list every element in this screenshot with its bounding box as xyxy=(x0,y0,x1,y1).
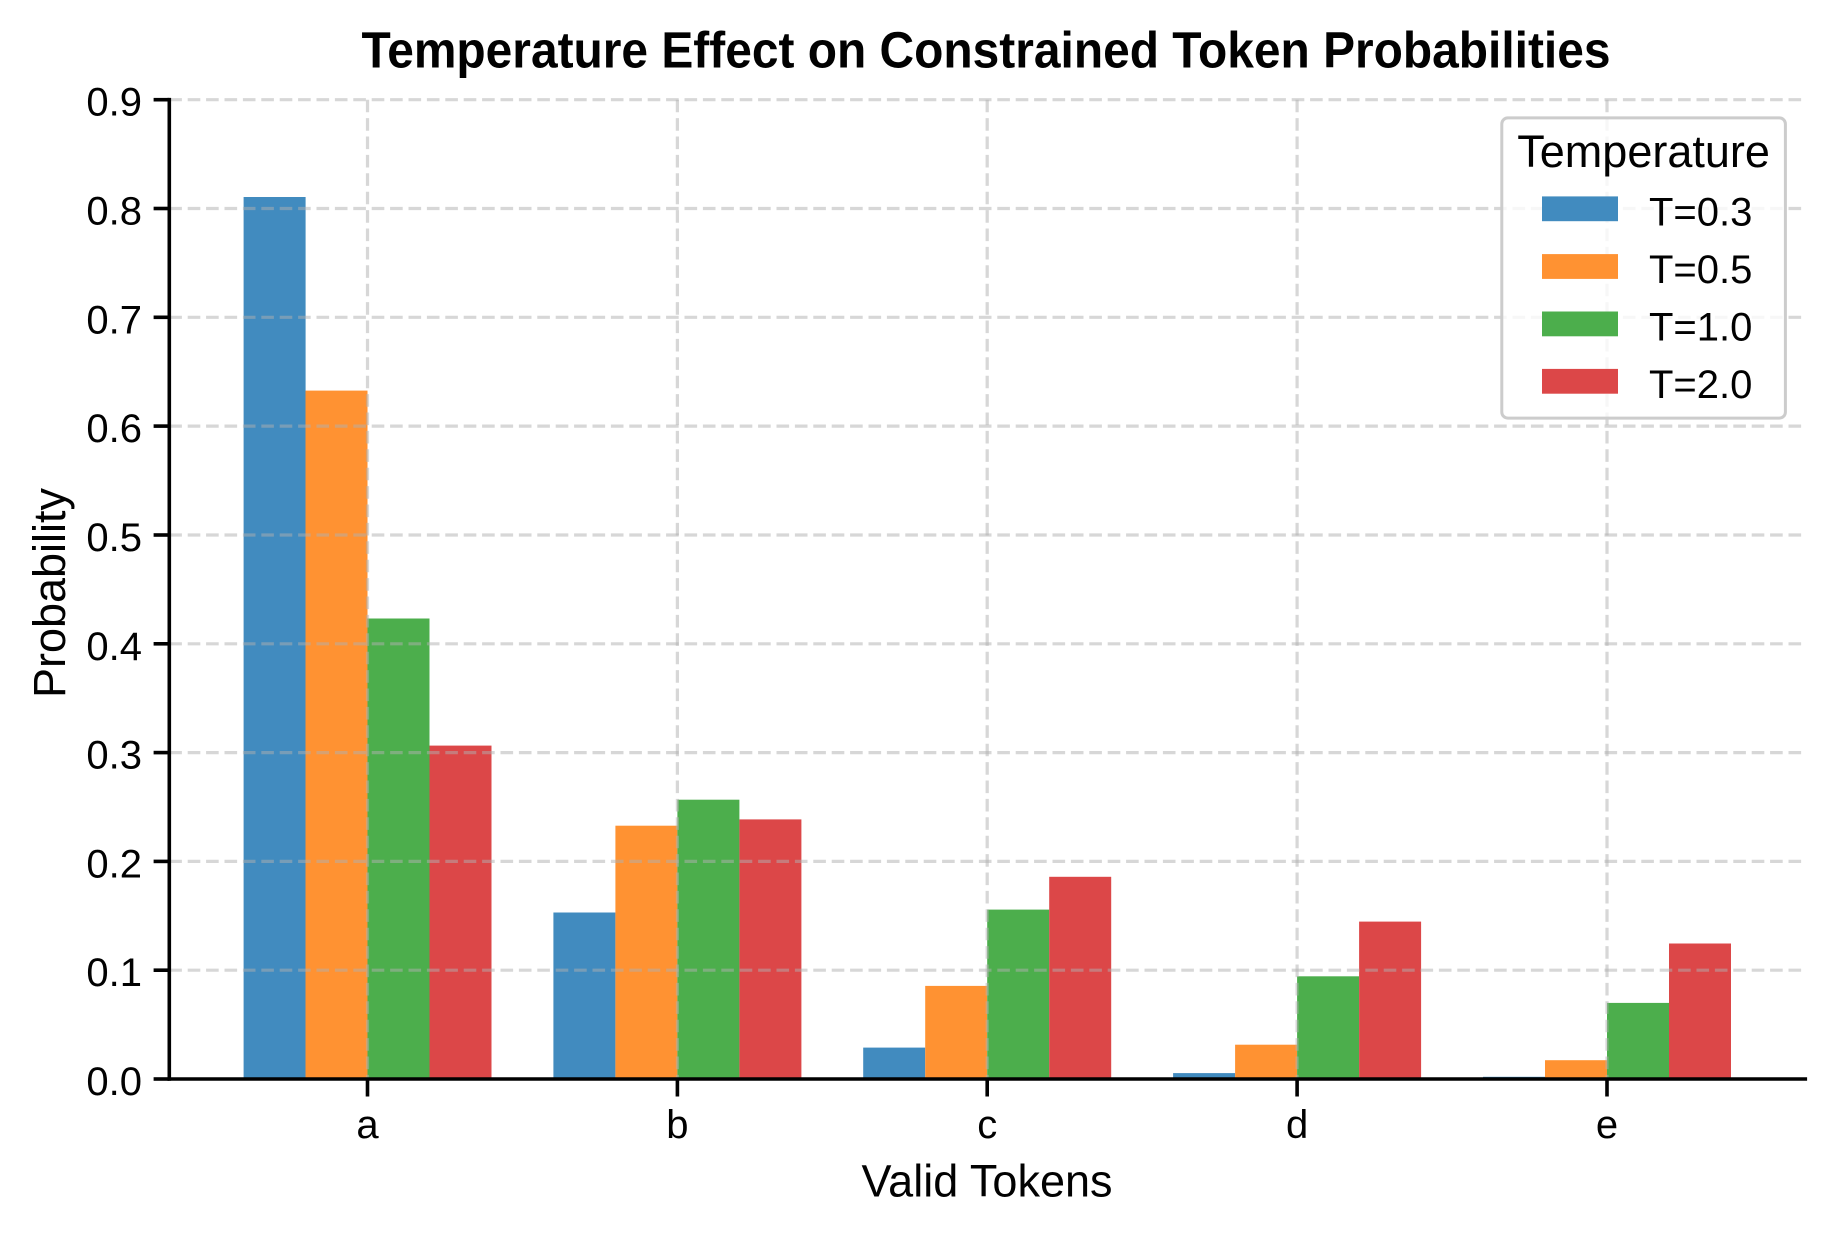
svg-text:T=2.0: T=2.0 xyxy=(1649,363,1752,407)
svg-text:0.9: 0.9 xyxy=(86,81,142,125)
svg-text:0.1: 0.1 xyxy=(86,951,142,995)
svg-text:b: b xyxy=(666,1103,688,1147)
svg-text:0.3: 0.3 xyxy=(86,734,142,778)
svg-text:Temperature Effect on Constrai: Temperature Effect on Constrained Token … xyxy=(361,22,1610,79)
svg-text:Temperature: Temperature xyxy=(1517,126,1770,177)
svg-text:0.6: 0.6 xyxy=(86,407,142,451)
svg-text:d: d xyxy=(1286,1103,1308,1147)
svg-text:c: c xyxy=(977,1103,997,1147)
svg-text:0.0: 0.0 xyxy=(86,1060,142,1104)
svg-text:T=1.0: T=1.0 xyxy=(1649,305,1752,349)
svg-text:0.4: 0.4 xyxy=(86,625,142,669)
svg-text:T=0.3: T=0.3 xyxy=(1649,190,1752,234)
svg-text:a: a xyxy=(356,1103,379,1147)
svg-text:0.7: 0.7 xyxy=(86,298,142,342)
svg-text:Valid Tokens: Valid Tokens xyxy=(862,1155,1113,1206)
svg-text:0.2: 0.2 xyxy=(86,842,142,886)
svg-text:e: e xyxy=(1596,1103,1618,1147)
svg-text:Probability: Probability xyxy=(24,487,75,698)
svg-text:T=0.5: T=0.5 xyxy=(1649,248,1752,292)
svg-text:0.8: 0.8 xyxy=(86,190,142,234)
svg-text:0.5: 0.5 xyxy=(86,516,142,560)
